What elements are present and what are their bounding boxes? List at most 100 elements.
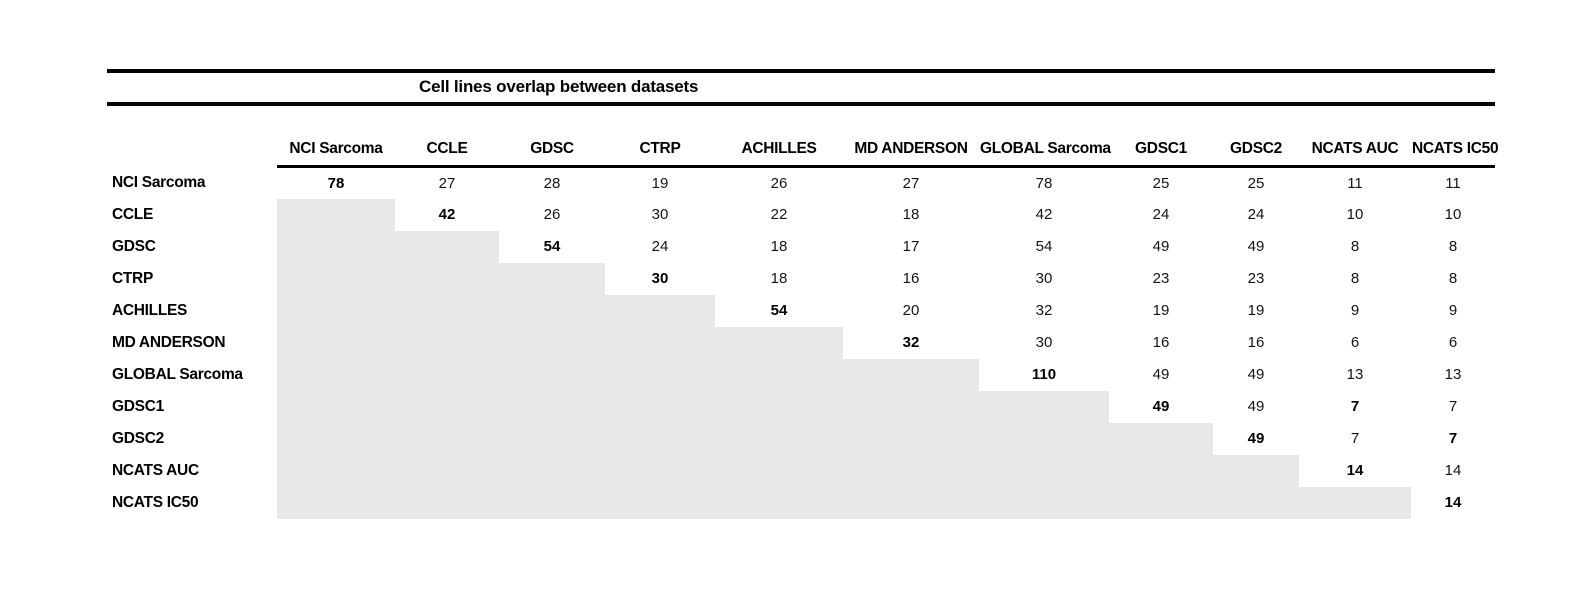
overlap-value-cell: 19: [1247, 302, 1265, 319]
shaded-cell: [843, 358, 979, 391]
overlap-value-cell: 10: [1444, 206, 1462, 223]
row-label: GDSC2: [112, 429, 164, 447]
row-label: GDSC: [112, 237, 156, 255]
shaded-cell: [605, 326, 715, 359]
shaded-cell: [605, 422, 715, 455]
overlap-value-cell: 7: [1448, 398, 1458, 415]
column-header: GLOBAL Sarcoma: [979, 140, 1111, 168]
shaded-cell: [499, 358, 605, 391]
shaded-cell: [499, 262, 605, 295]
overlap-value-cell: 49: [1247, 398, 1265, 415]
shaded-cell: [843, 422, 979, 455]
shaded-cell: [499, 294, 605, 327]
shaded-cell: [277, 262, 395, 295]
overlap-value-cell: 19: [1152, 302, 1170, 319]
overlap-value-cell: 23: [1247, 270, 1265, 287]
shaded-cell: [277, 326, 395, 359]
shaded-cell: [395, 326, 499, 359]
row-label: NCATS AUC: [112, 461, 199, 479]
overlap-value-cell: 42: [438, 206, 456, 223]
shaded-cell: [395, 422, 499, 455]
table-row: GLOBAL Sarcoma 110 49 49 13 13: [107, 358, 1495, 391]
overlap-value-cell: 32: [902, 334, 920, 351]
overlap-value-cell: 78: [327, 174, 345, 192]
overlap-value-cell: 25: [1152, 174, 1170, 192]
shaded-cell: [605, 454, 715, 487]
overlap-value-cell: 27: [902, 174, 920, 192]
overlap-value-cell: 49: [1152, 398, 1170, 415]
shaded-cell: [1109, 486, 1213, 519]
shaded-cell: [1299, 486, 1411, 519]
overlap-value-cell: 110: [1031, 366, 1057, 383]
shaded-cell: [277, 294, 395, 327]
overlap-value-cell: 49: [1152, 238, 1170, 255]
shaded-cell: [395, 262, 499, 295]
overlap-value-cell: 14: [1346, 462, 1364, 479]
shaded-cell: [1213, 486, 1299, 519]
row-label: NCI Sarcoma: [112, 173, 206, 191]
row-label: MD ANDERSON: [112, 333, 226, 351]
shaded-cell: [715, 358, 843, 391]
overlap-value-cell: 26: [770, 174, 788, 192]
shaded-cell: [605, 358, 715, 391]
table-row: CCLE 42 26 30 22 18 42 24 24 10 10: [107, 198, 1495, 231]
title-block: Cell lines overlap between datasets: [107, 69, 1495, 106]
shaded-cell: [277, 390, 395, 423]
overlap-value-cell: 30: [651, 270, 669, 287]
overlap-value-cell: 6: [1448, 334, 1458, 351]
table-title: Cell lines overlap between datasets: [419, 77, 699, 96]
corner-cell: [107, 140, 277, 167]
overlap-value-cell: 27: [438, 174, 456, 192]
shaded-cell: [979, 390, 1109, 423]
overlap-value-cell: 18: [902, 206, 920, 223]
column-header: NCI Sarcoma: [277, 140, 395, 168]
overlap-value-cell: 30: [1035, 270, 1053, 287]
overlap-value-cell: 24: [651, 238, 669, 255]
shaded-cell: [605, 390, 715, 423]
overlap-value-cell: 49: [1247, 430, 1265, 447]
overlap-value-cell: 8: [1350, 238, 1360, 255]
column-header: NCATS IC50: [1411, 140, 1499, 168]
table-row: NCATS AUC 14 14: [107, 454, 1495, 487]
overlap-value-cell: 19: [651, 174, 669, 192]
table-row: ACHILLES 54 20 32 19 19 9 9: [107, 294, 1495, 327]
shaded-cell: [277, 422, 395, 455]
shaded-cell: [499, 486, 605, 519]
shaded-cell: [499, 422, 605, 455]
overlap-value-cell: 49: [1247, 238, 1265, 255]
overlap-value-cell: 18: [770, 238, 788, 255]
overlap-value-cell: 54: [543, 238, 561, 255]
column-header: NCATS AUC: [1299, 140, 1411, 168]
column-header: ACHILLES: [715, 140, 843, 168]
overlap-value-cell: 16: [1152, 334, 1170, 351]
shaded-cell: [499, 326, 605, 359]
overlap-value-cell: 14: [1444, 494, 1462, 511]
overlap-value-cell: 30: [651, 206, 669, 223]
shaded-cell: [277, 198, 395, 231]
overlap-value-cell: 13: [1346, 366, 1364, 383]
shaded-cell: [499, 390, 605, 423]
overlap-value-cell: 24: [1152, 206, 1170, 223]
overlap-value-cell: 7: [1350, 398, 1360, 415]
shaded-cell: [277, 230, 395, 263]
row-label: GLOBAL Sarcoma: [112, 365, 243, 383]
table-row: GDSC1 49 49 7 7: [107, 390, 1495, 423]
shaded-cell: [715, 486, 843, 519]
shaded-cell: [843, 390, 979, 423]
shaded-cell: [277, 454, 395, 487]
shaded-cell: [1213, 454, 1299, 487]
shaded-cell: [499, 454, 605, 487]
overlap-table-body: NCI Sarcoma 78 27 28 19 26 27 78 25 25 11 11 CCLE 42 2…: [107, 167, 1495, 519]
shaded-cell: [979, 454, 1109, 487]
shaded-cell: [605, 294, 715, 327]
shaded-cell: [715, 454, 843, 487]
overlap-value-cell: 25: [1247, 174, 1265, 192]
shaded-cell: [1109, 454, 1213, 487]
shaded-cell: [395, 486, 499, 519]
overlap-value-cell: 26: [543, 206, 561, 223]
column-header: GDSC: [499, 140, 605, 168]
overlap-value-cell: 16: [1247, 334, 1265, 351]
overlap-value-cell: 11: [1445, 174, 1461, 192]
shaded-cell: [395, 390, 499, 423]
column-header: CTRP: [605, 140, 715, 168]
